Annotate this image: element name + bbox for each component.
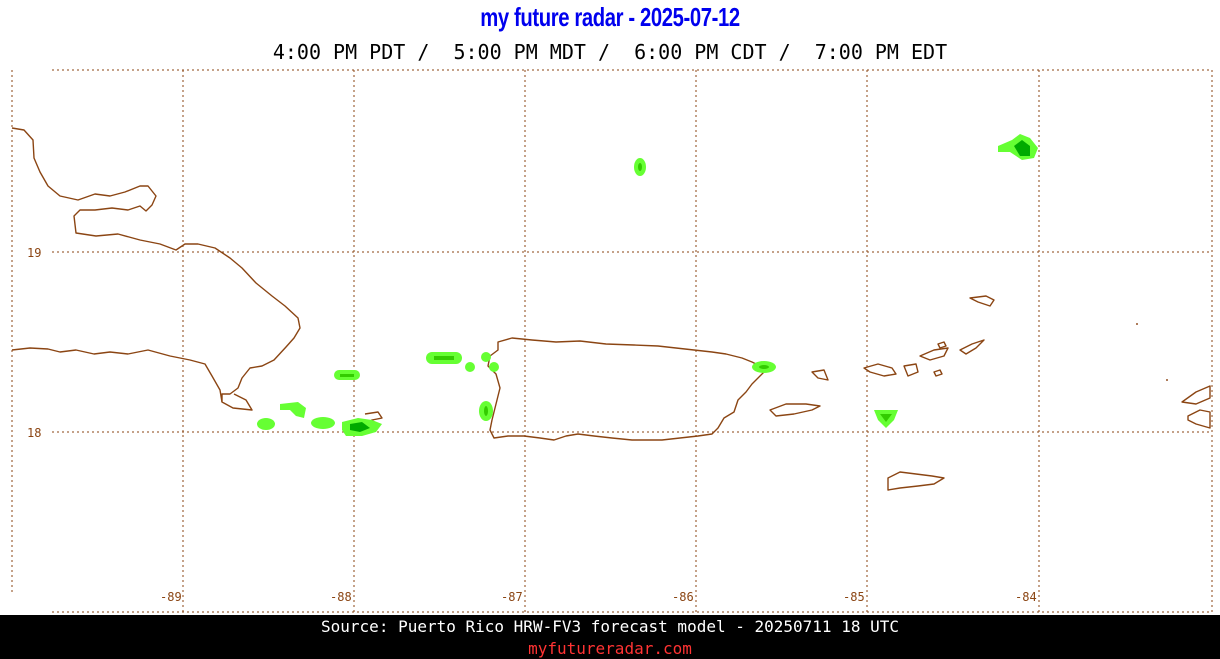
st-john-coast [903, 363, 919, 377]
hispaniola-south-coast [11, 347, 223, 403]
hispaniola-coast [11, 127, 301, 411]
radar-map: 19 18 -89 -88 -87 -86 -85 -84 [11, 69, 1213, 613]
radar-echo-cell [634, 158, 646, 176]
radar-echo-cell [280, 402, 306, 418]
radar-echo-cell [426, 352, 462, 364]
lat-label-19: 19 [27, 246, 41, 260]
map-frame [11, 69, 1213, 613]
lon-label-89: -89 [160, 590, 182, 604]
lon-label-84: -84 [1015, 590, 1037, 604]
time-zones-line: 4:00 PM PDT / 5:00 PM MDT / 6:00 PM CDT … [272, 40, 948, 64]
source-text: Source: Puerto Rico HRW-FV3 forecast mod… [321, 617, 899, 636]
right-edge-island-2 [1187, 409, 1211, 429]
virgin-gorda-coast [959, 339, 985, 355]
lon-label-85: -85 [843, 590, 865, 604]
radar-echo-cell [257, 417, 335, 430]
small-vi-1 [937, 341, 947, 349]
page-title: my future radar - 2025-07-12 [480, 2, 740, 32]
anegada-coast [969, 295, 995, 307]
st-thomas-coast [863, 363, 897, 377]
radar-echo-cell [874, 410, 898, 428]
st-croix-coast [887, 471, 945, 491]
lat-label-18: 18 [27, 426, 41, 440]
radar-echoes [257, 134, 1038, 436]
footer-bar: Source: Puerto Rico HRW-FV3 forecast mod… [0, 615, 1220, 659]
lon-label-88: -88 [330, 590, 352, 604]
culebra-coast [811, 369, 829, 381]
grid-lines [52, 70, 1212, 612]
radar-echo-cell [334, 370, 360, 380]
radar-echo-cell [752, 361, 776, 373]
axis-labels: 19 18 -89 -88 -87 -86 -85 -84 [27, 246, 1037, 604]
radar-echo-cell [342, 418, 382, 436]
radar-echo-cell [998, 134, 1038, 160]
coastlines [11, 127, 1211, 491]
vieques-coast [769, 403, 821, 417]
lon-label-87: -87 [501, 590, 523, 604]
radar-echo-cell [479, 401, 493, 421]
tortola-coast [919, 347, 949, 361]
puerto-rico-coast [487, 337, 765, 441]
small-vi-2 [933, 369, 943, 377]
lon-label-86: -86 [672, 590, 694, 604]
radar-echo-cell [465, 352, 499, 372]
right-edge-island-1 [1181, 385, 1211, 405]
site-link[interactable]: myfutureradar.com [528, 639, 692, 658]
